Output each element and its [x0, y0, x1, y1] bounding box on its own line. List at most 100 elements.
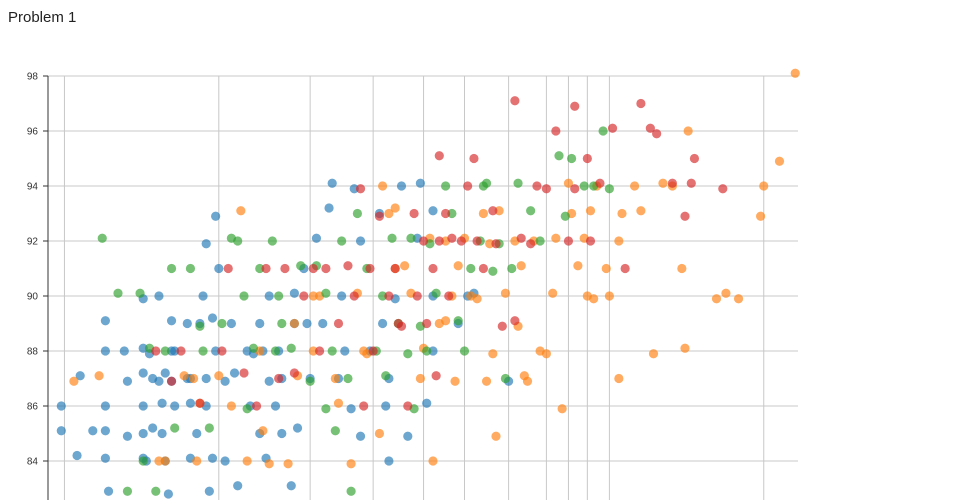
point-s1-7: [214, 371, 224, 381]
point-s1-73: [658, 178, 668, 188]
point-s0-77: [346, 404, 356, 414]
point-s2-61: [598, 126, 608, 136]
point-s0-101: [201, 239, 211, 249]
point-s2-12: [239, 291, 249, 301]
point-s0-92: [422, 398, 432, 408]
point-s2-64: [151, 486, 161, 496]
point-s2-62: [604, 184, 615, 194]
point-s1-54: [548, 288, 558, 298]
point-s2-59: [579, 181, 589, 191]
point-s0-89: [403, 431, 413, 441]
point-s0-100: [211, 211, 221, 221]
point-s2-42: [447, 208, 457, 219]
point-s2-10: [217, 318, 227, 329]
point-s3-10: [280, 263, 290, 274]
point-s0-17: [138, 428, 148, 439]
point-s2-33: [387, 233, 397, 243]
point-s2-1: [113, 288, 123, 298]
point-s0-3: [72, 450, 82, 461]
point-s0-70: [311, 233, 322, 243]
point-s3-67: [718, 184, 728, 194]
chart-title: Problem 1: [8, 9, 77, 26]
point-s3-39: [469, 153, 479, 164]
point-s2-45: [466, 263, 476, 274]
point-s3-5: [223, 263, 233, 274]
point-s0-39: [201, 373, 211, 384]
point-s1-91: [308, 291, 318, 301]
point-s3-24: [390, 263, 400, 274]
point-s0-6: [100, 316, 110, 326]
point-s2-31: [378, 291, 388, 301]
point-s0-23: [154, 376, 164, 386]
point-s1-42: [488, 349, 498, 359]
y-tick-label-94: 94: [27, 182, 39, 193]
point-s1-18: [333, 398, 344, 408]
point-s1-66: [604, 291, 615, 301]
point-s1-70: [630, 181, 640, 191]
point-s2-21: [305, 376, 315, 386]
point-s2-54: [526, 206, 536, 216]
point-s2-28: [352, 208, 362, 219]
point-s2-19: [286, 343, 296, 353]
point-s2-0: [97, 233, 107, 243]
point-s0-49: [226, 318, 236, 329]
point-s3-15: [321, 263, 331, 274]
point-s0-43: [207, 453, 218, 463]
point-s2-8: [195, 321, 205, 331]
point-s3-14: [315, 346, 325, 356]
point-s0-24: [157, 398, 167, 408]
point-s2-32: [381, 371, 391, 381]
point-s0-47: [220, 456, 230, 466]
point-s0-60: [270, 401, 281, 411]
point-s2-55: [535, 236, 545, 246]
point-s0-55: [255, 318, 265, 329]
point-s0-7: [100, 346, 110, 356]
point-s2-16: [267, 236, 277, 246]
point-s3-31: [428, 263, 438, 274]
point-s2-56: [554, 151, 564, 161]
point-s3-59: [620, 263, 630, 274]
point-s1-65: [601, 263, 611, 274]
point-s0-31: [170, 401, 180, 411]
point-s3-21: [368, 346, 378, 356]
series-1: [69, 68, 800, 469]
point-s1-77: [683, 126, 693, 136]
point-s0-25: [157, 428, 167, 439]
point-s1-19: [346, 459, 356, 469]
series-0: [56, 178, 514, 499]
point-s0-35: [185, 398, 196, 408]
point-s2-25: [330, 426, 340, 436]
point-s2-27: [343, 373, 353, 384]
point-s3-22: [374, 211, 385, 221]
point-s3-16: [333, 318, 344, 329]
point-s1-79: [721, 288, 731, 298]
point-s3-47: [516, 233, 526, 243]
point-s2-67: [270, 346, 281, 356]
point-s0-79: [355, 236, 366, 246]
point-s3-27: [409, 208, 419, 219]
point-s0-40: [198, 291, 208, 301]
point-s2-6: [170, 423, 180, 433]
point-s0-32: [170, 346, 180, 356]
point-s3-69: [444, 291, 454, 301]
point-s1-25: [390, 203, 400, 213]
point-s3-57: [595, 178, 605, 188]
point-s2-68: [321, 404, 331, 414]
point-s2-65: [122, 486, 133, 496]
point-s3-44: [497, 321, 507, 331]
point-s1-78: [711, 294, 722, 304]
point-s0-11: [119, 346, 129, 356]
point-s2-15: [255, 263, 265, 274]
point-s1-68: [614, 236, 624, 246]
point-s1-83: [774, 156, 785, 166]
point-s0-33: [182, 318, 192, 329]
point-s3-11: [289, 368, 299, 378]
point-s0-4: [88, 426, 98, 436]
point-s0-103: [154, 291, 164, 301]
point-s2-41: [441, 181, 451, 191]
point-s3-28: [412, 291, 422, 301]
point-s1-76: [680, 343, 690, 353]
point-s2-26: [337, 236, 347, 246]
point-s3-38: [463, 181, 473, 191]
point-s2-43: [453, 316, 463, 326]
